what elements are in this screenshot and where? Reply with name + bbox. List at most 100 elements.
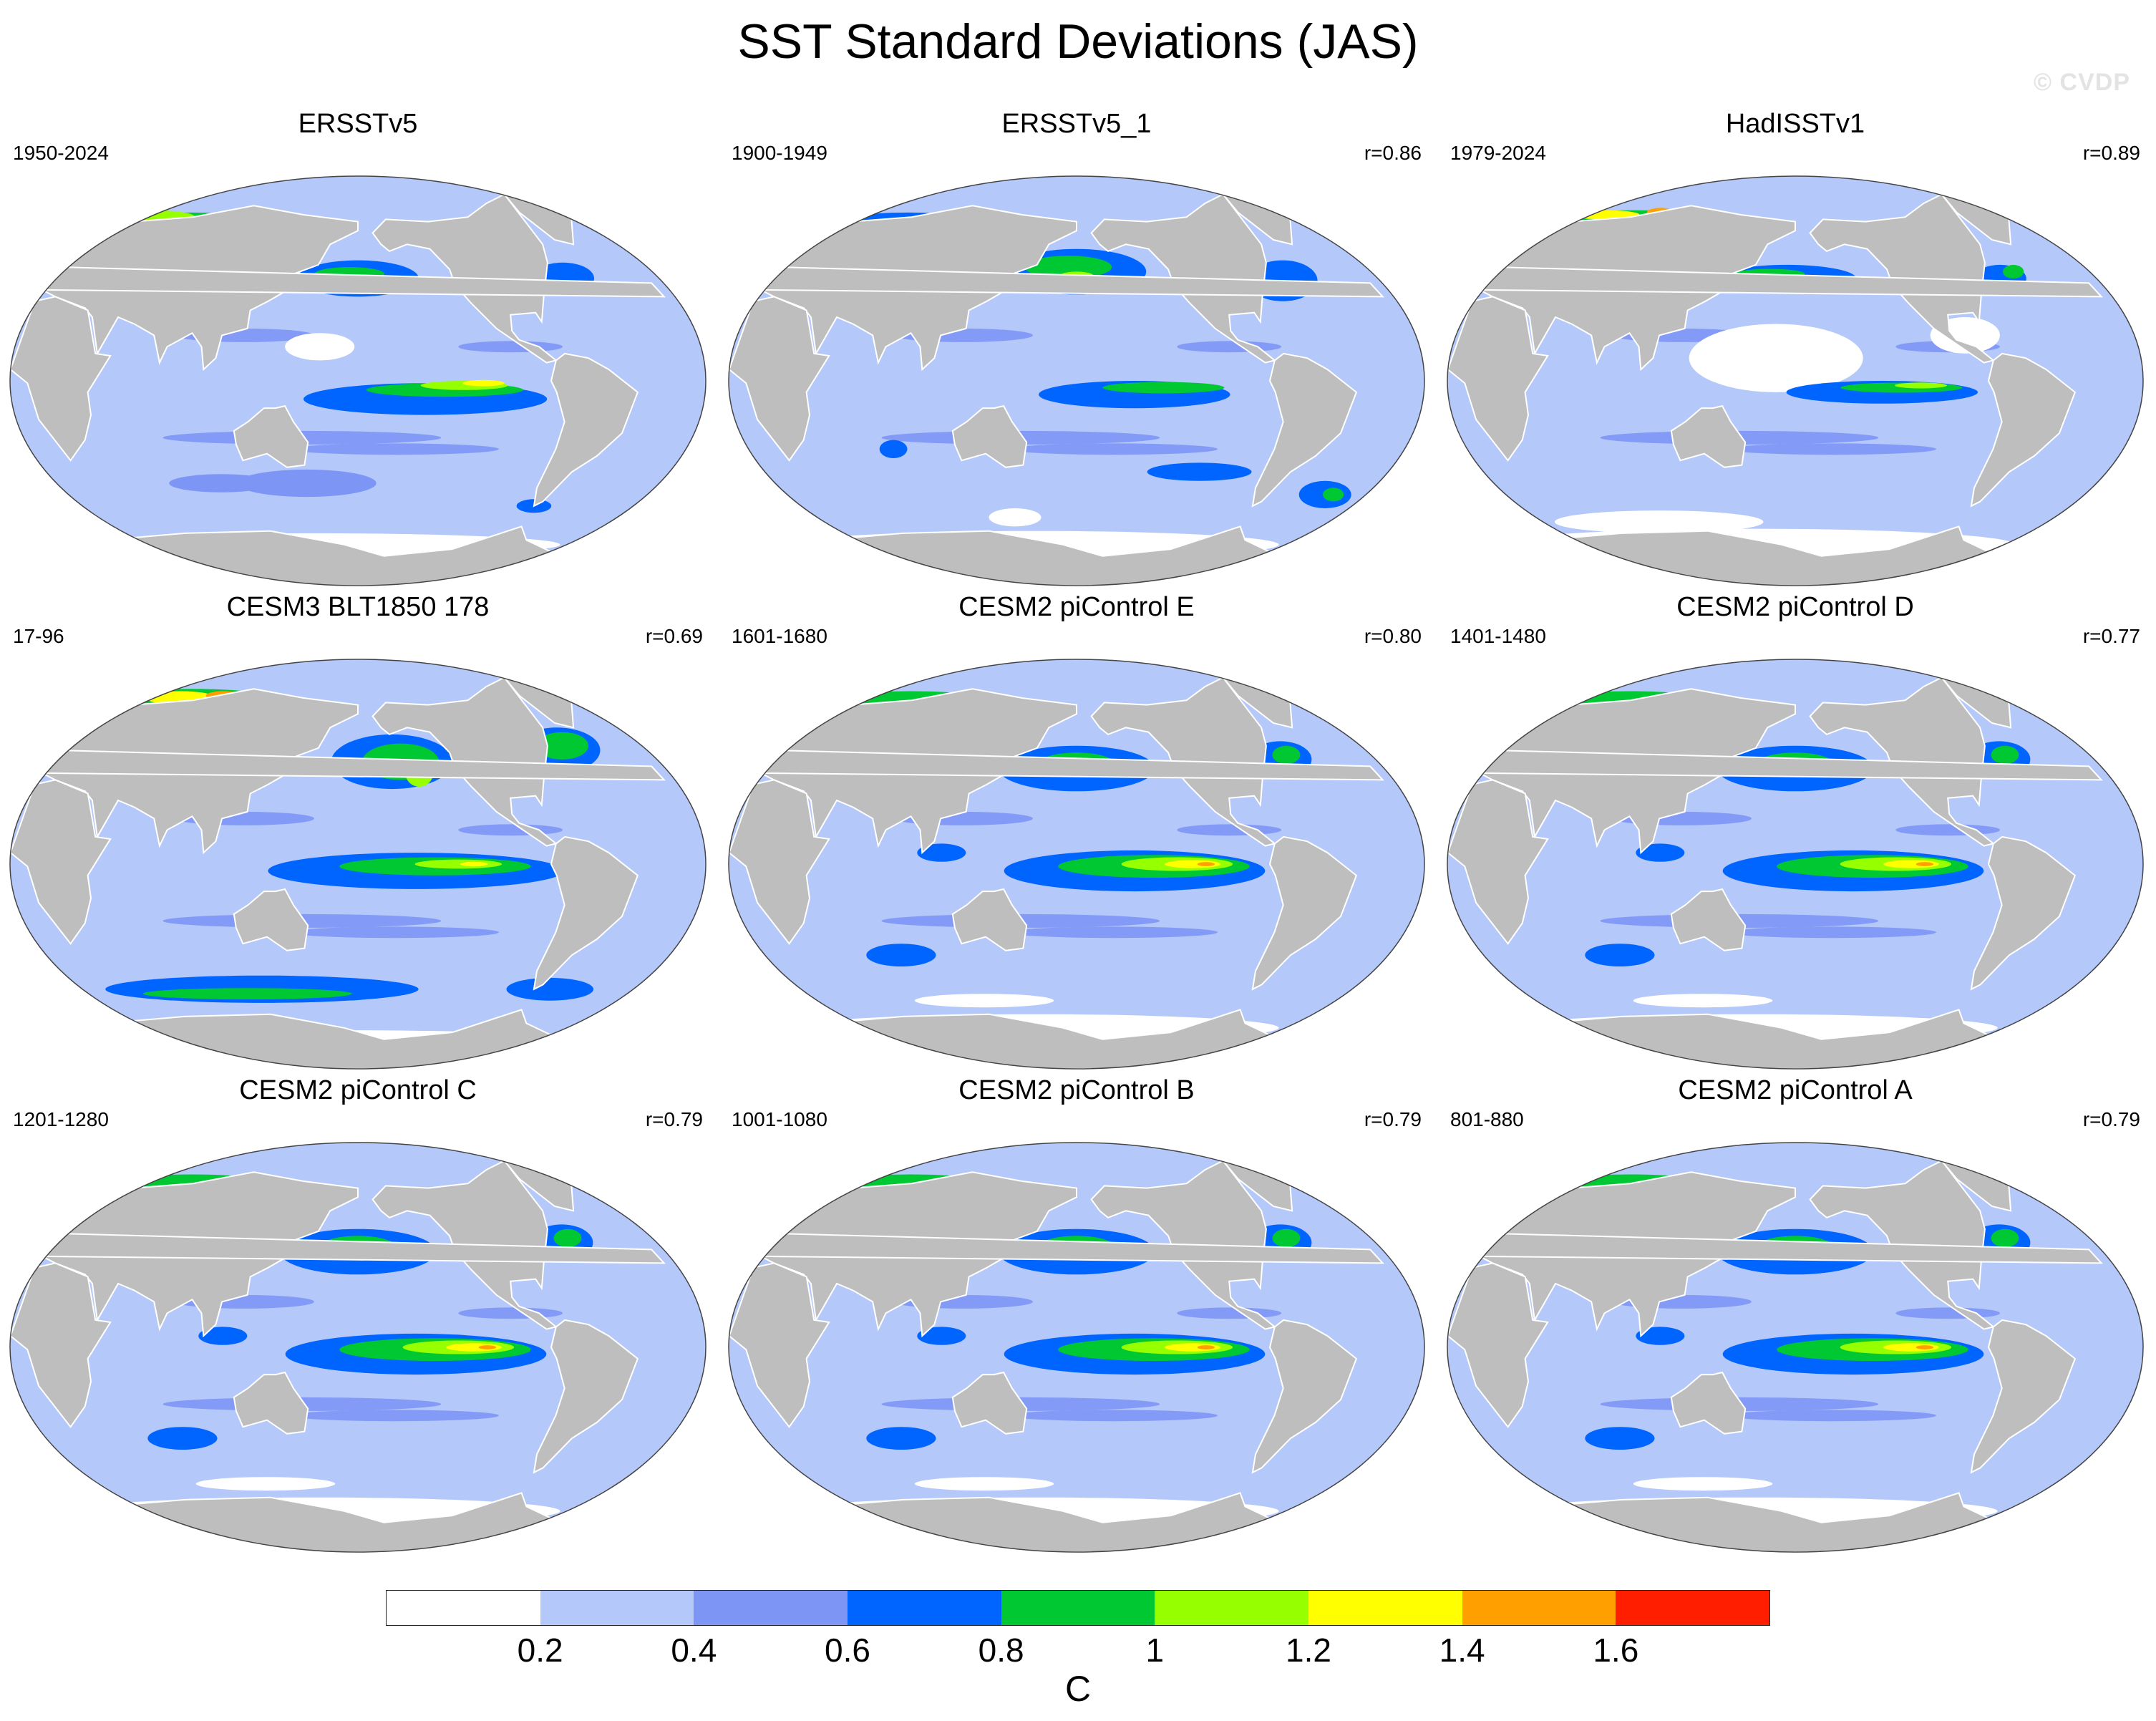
- panel-correlation: r=0.86: [1364, 142, 1422, 164]
- colorbar-box: [540, 1591, 694, 1625]
- sst-contour: [458, 1307, 563, 1319]
- land-south-america: [533, 352, 639, 508]
- sst-contour: [1272, 745, 1301, 765]
- land-antarctica: [822, 1009, 1330, 1069]
- sst-map: [728, 659, 1425, 1070]
- sst-contour: [1197, 1345, 1215, 1349]
- sst-contour: [147, 1427, 218, 1450]
- panel-years: 801-880: [1450, 1108, 1524, 1130]
- sst-contour: [1177, 341, 1282, 353]
- colorbar-box: [1616, 1591, 1770, 1625]
- colorbar-box: [1001, 1591, 1155, 1625]
- sst-contour: [1009, 1410, 1218, 1422]
- colorbar-box: [387, 1591, 540, 1625]
- panel-correlation: r=0.77: [2082, 625, 2140, 647]
- sst-contour: [1009, 443, 1218, 455]
- panel-title: CESM2 piControl D: [1676, 592, 1914, 622]
- sst-contour: [1895, 824, 2001, 836]
- panel-title: CESM2 piControl B: [958, 1075, 1195, 1105]
- land-australia: [1670, 888, 1747, 951]
- panel-years: 1201-1280: [13, 1108, 109, 1130]
- panel-years: 1001-1080: [732, 1108, 827, 1130]
- land-australia: [233, 1371, 309, 1435]
- map-panel: CESM2 piControl C 1201-1280 r=0.79: [0, 1074, 716, 1561]
- land-africa: [729, 779, 830, 945]
- land-antarctica: [822, 1492, 1330, 1552]
- figure-title: SST Standard Deviations (JAS): [737, 14, 1419, 69]
- panel-years: 1900-1949: [732, 142, 827, 164]
- panel-title: CESM3 BLT1850 178: [226, 592, 490, 622]
- sst-contour: [237, 469, 377, 498]
- sst-contour: [1633, 1477, 1773, 1491]
- colorbar-tick-label: 0.4: [671, 1632, 717, 1669]
- sst-contour: [1727, 1410, 1936, 1422]
- panel-correlation: r=0.79: [645, 1108, 703, 1130]
- panel-correlation: r=0.80: [1364, 625, 1422, 647]
- land-africa: [1447, 296, 1549, 462]
- sst-contour: [1633, 994, 1773, 1008]
- map-panel: ERSSTv5_1 1900-1949 r=0.86: [719, 107, 1434, 594]
- map-panel: ERSSTv5 1950-2024: [0, 107, 716, 594]
- sst-contour: [1915, 862, 1934, 866]
- land-south-america: [533, 835, 639, 991]
- colorbar-box: [1155, 1591, 1309, 1625]
- sst-contour: [1177, 824, 1282, 836]
- sst-contour: [1024, 256, 1112, 278]
- land-south-america: [1970, 1319, 2077, 1474]
- sst-contour: [285, 333, 355, 361]
- colorbar: [386, 1590, 1770, 1626]
- colorbar-tick-label: 1.6: [1593, 1632, 1639, 1669]
- sst-contour: [1727, 926, 1936, 939]
- sst-contour: [1009, 926, 1218, 939]
- map-outline: [1447, 1142, 2144, 1553]
- sst-contour: [1554, 510, 1764, 533]
- sst-map: [728, 1142, 1425, 1553]
- panel-years: 1401-1480: [1450, 625, 1546, 647]
- colorbar-tick-label: 0.2: [517, 1632, 563, 1669]
- panel-correlation: r=0.79: [2082, 1108, 2140, 1130]
- sst-contour: [506, 977, 594, 1001]
- colorbar-box: [848, 1591, 1001, 1625]
- sst-contour: [1102, 382, 1225, 394]
- land-south-america: [1251, 1319, 1358, 1474]
- land-africa: [729, 296, 830, 462]
- panel-years: 17-96: [13, 625, 64, 647]
- map-outline: [9, 175, 706, 586]
- sst-contour: [290, 926, 499, 939]
- panel-title: CESM2 piControl E: [958, 592, 1195, 622]
- colorbar-box: [1462, 1591, 1616, 1625]
- panel-title: ERSSTv5_1: [1001, 109, 1152, 139]
- sst-contour: [879, 440, 908, 458]
- land-africa: [1447, 1262, 1549, 1428]
- sst-contour: [1636, 1327, 1685, 1345]
- sst-contour: [917, 843, 966, 862]
- sst-contour: [1323, 488, 1344, 502]
- land-antarctica: [1540, 525, 2049, 586]
- sst-contour: [1272, 1228, 1301, 1248]
- land-antarctica: [1540, 1492, 2049, 1552]
- map-outline: [1447, 175, 2144, 586]
- map-panel: HadISSTv1 1979-2024 r=0.89: [1437, 107, 2153, 594]
- sst-contour: [290, 443, 499, 455]
- panel-title: HadISSTv1: [1725, 109, 1865, 139]
- land-antarctica: [103, 1492, 611, 1552]
- land-antarctica: [103, 1009, 611, 1069]
- map-panel: CESM2 piControl A 801-880 r=0.79: [1437, 1074, 2153, 1561]
- land-antarctica: [1540, 1009, 2049, 1069]
- map-panel: CESM2 piControl B 1001-1080 r=0.79: [719, 1074, 1434, 1561]
- panel-years: 1601-1680: [732, 625, 827, 647]
- land-south-america: [1251, 835, 1358, 991]
- sst-contour: [989, 508, 1041, 527]
- map-outline: [728, 659, 1425, 1070]
- sst-contour: [1895, 382, 1947, 389]
- land-south-america: [1970, 352, 2077, 508]
- land-africa: [10, 779, 112, 945]
- sst-contour: [290, 1410, 499, 1422]
- map-panel: CESM2 piControl D 1401-1480 r=0.77: [1437, 591, 2153, 1077]
- sst-contour: [460, 861, 488, 867]
- sst-contour: [914, 1477, 1054, 1491]
- sst-contour: [1915, 1345, 1934, 1349]
- sst-contour: [198, 1327, 248, 1345]
- sst-contour: [458, 824, 563, 836]
- land-south-america: [1970, 835, 2077, 991]
